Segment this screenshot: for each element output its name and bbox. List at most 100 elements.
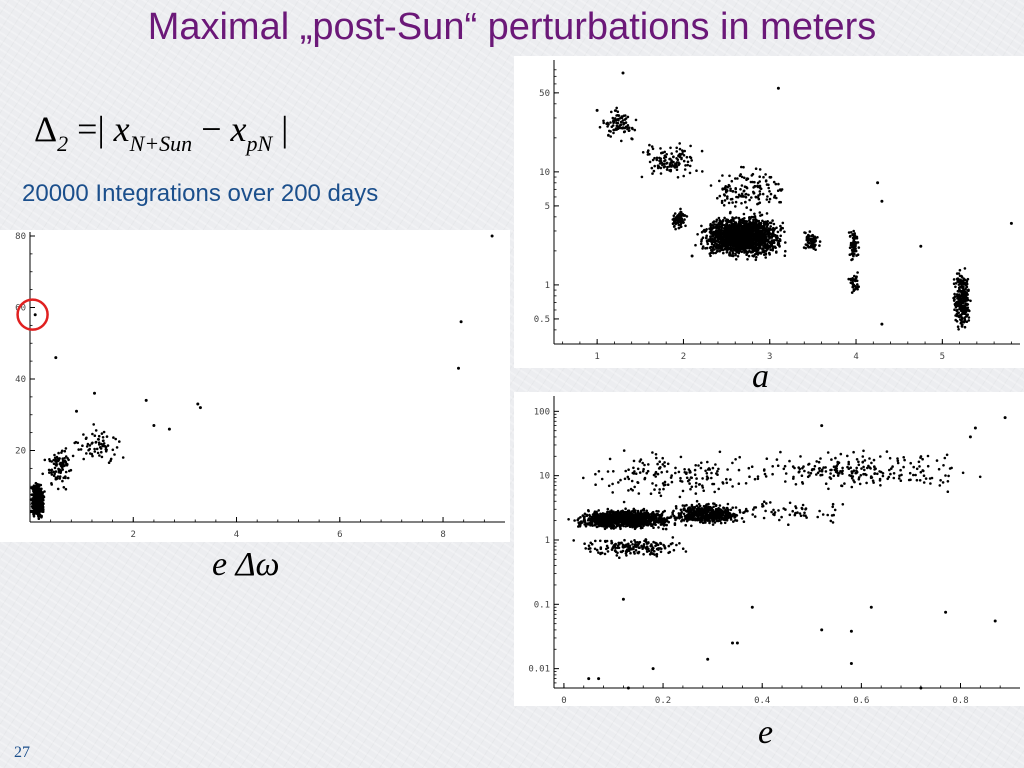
data-point	[682, 512, 686, 516]
data-point	[755, 229, 758, 232]
data-point	[758, 168, 762, 171]
data-point	[962, 285, 965, 289]
data-point	[731, 242, 734, 246]
data-point	[35, 484, 39, 488]
data-point	[667, 520, 670, 524]
data-point	[704, 229, 708, 233]
data-point	[642, 515, 646, 519]
data-point	[98, 446, 102, 449]
data-point	[700, 149, 704, 153]
data-point	[113, 453, 116, 456]
data-point	[616, 125, 619, 128]
data-point	[100, 432, 104, 435]
data-point	[709, 254, 712, 258]
data-point	[636, 518, 640, 522]
data-point	[676, 176, 680, 179]
data-point	[706, 508, 710, 511]
data-point	[626, 514, 630, 517]
data-point	[763, 242, 767, 246]
data-point	[102, 444, 105, 447]
data-point	[607, 519, 611, 523]
data-point	[958, 268, 962, 272]
data-point	[586, 522, 589, 525]
data-point	[673, 516, 677, 520]
data-point	[962, 295, 966, 298]
y-tick-label: 10	[539, 472, 550, 482]
data-point	[717, 216, 721, 220]
formula-x2: x	[230, 109, 247, 149]
data-point	[849, 241, 853, 245]
data-point	[765, 183, 769, 186]
data-point	[723, 514, 726, 518]
data-point	[733, 515, 737, 518]
data-point	[690, 503, 694, 507]
data-point	[94, 441, 98, 444]
data-point	[609, 515, 612, 518]
data-point	[761, 240, 765, 243]
data-point	[34, 504, 38, 508]
data-point	[631, 137, 634, 141]
data-point	[626, 517, 630, 521]
x-tick-label: 5	[940, 352, 945, 362]
data-point	[641, 526, 644, 529]
data-point	[712, 243, 716, 247]
data-point	[622, 114, 626, 118]
data-point	[769, 192, 773, 196]
data-point	[960, 285, 963, 289]
y-tick-label: 1	[545, 536, 550, 546]
data-point	[768, 190, 771, 193]
data-point	[954, 285, 957, 289]
data-point	[616, 511, 619, 515]
x-tick-label: 0	[561, 696, 566, 706]
x-tick-label: 1	[594, 352, 599, 362]
data-point	[652, 517, 655, 521]
data-point	[669, 516, 672, 519]
data-point	[758, 190, 762, 193]
data-point	[64, 487, 68, 491]
data-point	[647, 520, 651, 523]
data-point	[56, 459, 60, 463]
data-point	[746, 225, 750, 228]
data-point	[716, 237, 720, 240]
data-point	[88, 444, 92, 447]
data-point	[962, 277, 965, 280]
data-point	[738, 508, 741, 512]
data-point	[666, 516, 669, 520]
y-tick-label: 5	[545, 202, 550, 212]
data-point	[43, 490, 46, 493]
data-point	[652, 523, 656, 526]
data-point	[111, 448, 115, 452]
data-point	[620, 115, 624, 118]
data-point	[613, 128, 616, 132]
data-point	[752, 215, 755, 219]
data-point	[639, 515, 642, 519]
data-point	[765, 225, 769, 228]
data-point	[660, 514, 663, 518]
data-point	[675, 161, 679, 164]
data-point	[732, 230, 735, 234]
data-point	[744, 246, 747, 250]
x-tick-label: 0.2	[655, 696, 671, 706]
data-point	[849, 231, 853, 234]
formula-x1: x	[113, 109, 130, 149]
data-point	[953, 292, 956, 296]
data-point	[53, 456, 57, 460]
data-point	[766, 242, 769, 246]
data-point	[856, 283, 859, 286]
data-point	[744, 225, 748, 229]
outlier-point	[144, 398, 148, 402]
data-point	[747, 242, 750, 245]
data-point	[720, 201, 724, 205]
data-point	[34, 507, 37, 510]
data-point	[674, 505, 678, 508]
data-point	[658, 156, 661, 160]
data-point	[731, 190, 735, 193]
data-point	[657, 521, 660, 524]
data-point	[718, 194, 722, 198]
data-point	[644, 511, 648, 514]
data-point	[739, 242, 742, 246]
data-point	[740, 202, 743, 205]
data-point	[848, 235, 852, 238]
data-point	[628, 525, 632, 529]
